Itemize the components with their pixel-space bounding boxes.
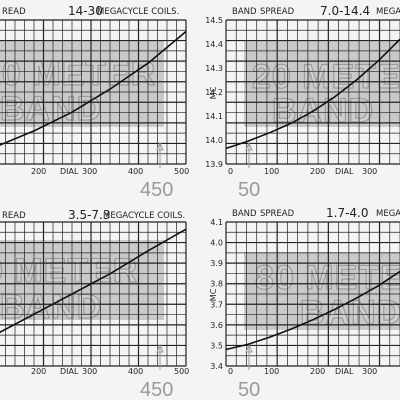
header-coils: MEGACYCLE COILS. — [103, 211, 185, 221]
x-tick-label: 200 — [31, 367, 46, 376]
band-text-line: BAND — [0, 90, 102, 128]
header-range: 1.7-4.0 — [326, 206, 369, 220]
band-shade — [244, 252, 400, 330]
panel-top-left: READ 14-30 MEGACYCLE COILS. 20 METERBAND… — [0, 4, 189, 201]
y-tick-label: 14.4 — [205, 40, 223, 49]
x-tick-label: 300 — [362, 367, 377, 376]
dial-marker-arrowhead — [156, 141, 164, 151]
x-axis-dial-label: DIAL — [335, 167, 354, 176]
header-range: 14-30 — [68, 4, 103, 18]
header-range: 3.5-7.3 — [68, 208, 111, 222]
band-text-line: BAND — [272, 92, 374, 130]
header-coils: MEGACYCLE COILS. — [97, 7, 179, 17]
y-tick-label: 14.0 — [205, 136, 223, 145]
y-tick-label: 14.2 — [205, 88, 223, 97]
x-tick-label: 300 — [362, 167, 377, 176]
header-spread-word: SPREAD — [260, 209, 295, 219]
x-tick-label: 400 — [128, 367, 143, 376]
x-tick-label: 200 — [310, 167, 325, 176]
y-tick-label: 4.0 — [210, 239, 223, 248]
dial-marker-arrowhead — [156, 343, 164, 353]
tuning-curve — [225, 38, 400, 150]
x-tick-label: 300 — [82, 167, 97, 176]
tuning-curve — [225, 270, 400, 351]
panel-bottom-right: BAND SPREAD 1.7-4.0 MEGA 80 METEBAND4.14… — [209, 206, 400, 400]
y-tick-label: 14.5 — [205, 16, 223, 25]
x-tick-label: 500 — [174, 367, 189, 376]
x-tick-label: 400 — [128, 167, 143, 176]
x-axis-dial-label: DIAL — [335, 367, 354, 376]
y-axis-label: MC — [209, 288, 218, 301]
y-tick-label: 4.1 — [210, 218, 223, 227]
dial-marker-arrowhead — [245, 141, 253, 151]
y-axis-label: MC — [209, 86, 218, 99]
header-range: 7.0-14.4 — [320, 4, 370, 18]
y-tick-label: 14.3 — [205, 64, 223, 73]
header-band-word: BAND — [232, 7, 257, 17]
band-shade — [0, 240, 164, 320]
dial-marker-value: 50 — [238, 379, 260, 400]
header-band-word: BAND — [232, 209, 257, 219]
y-tick-label: 14.1 — [205, 112, 223, 121]
y-tick-label: 3.6 — [210, 321, 223, 330]
tuning-curve — [0, 228, 187, 334]
panel-top-right: BAND SPREAD 7.0-14.4 MEGA 20 METEBAND14.… — [205, 4, 400, 201]
y-tick-label: 13.9 — [205, 160, 223, 169]
x-axis-dial-label: DIAL — [60, 367, 79, 376]
x-tick-label: 100 — [264, 167, 279, 176]
header-left-word: READ — [2, 7, 26, 17]
dial-marker-value: 50 — [238, 179, 260, 201]
x-tick-label: 500 — [174, 167, 189, 176]
x-tick-label: 200 — [310, 367, 325, 376]
y-tick-label: 3.7 — [210, 300, 223, 309]
x-tick-label: 0 — [228, 367, 233, 376]
band-text-line: 20 METE — [252, 58, 400, 96]
panel-bottom-left: READ 3.5-7.3 MEGACYCLE COILS. 0 METERBAN… — [0, 208, 189, 400]
x-tick-label: 100 — [264, 367, 279, 376]
y-tick-label: 3.4 — [210, 362, 223, 371]
dial-marker-value: 450 — [140, 179, 173, 201]
x-tick-label: 200 — [31, 167, 46, 176]
tuning-curve — [0, 30, 187, 146]
band-text-line: 80 METE — [255, 259, 400, 297]
header-mega: MEGA — [376, 7, 400, 17]
y-tick-label: 3.8 — [210, 280, 223, 289]
y-tick-label: 3.9 — [210, 259, 223, 268]
header-spread-word: SPREAD — [260, 7, 295, 17]
x-axis-dial-label: DIAL — [60, 167, 79, 176]
dial-marker-value: 450 — [140, 379, 173, 400]
y-tick-label: 3.5 — [210, 341, 223, 350]
dial-marker-arrowhead — [245, 343, 253, 353]
header-left-word: READ — [2, 211, 26, 221]
x-tick-label: 0 — [228, 167, 233, 176]
band-text-line: BAND — [300, 294, 400, 332]
header-mega: MEGA — [376, 209, 400, 219]
x-tick-label: 300 — [82, 367, 97, 376]
